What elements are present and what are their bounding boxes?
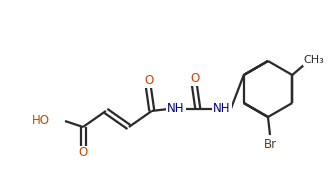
Text: CH₃: CH₃ [304, 55, 325, 65]
Text: O: O [144, 74, 153, 88]
Text: HO: HO [32, 114, 50, 126]
Text: Br: Br [263, 139, 277, 152]
Text: NH: NH [167, 102, 184, 115]
Text: O: O [190, 72, 199, 85]
Text: O: O [79, 146, 88, 160]
Text: NH: NH [213, 102, 231, 115]
